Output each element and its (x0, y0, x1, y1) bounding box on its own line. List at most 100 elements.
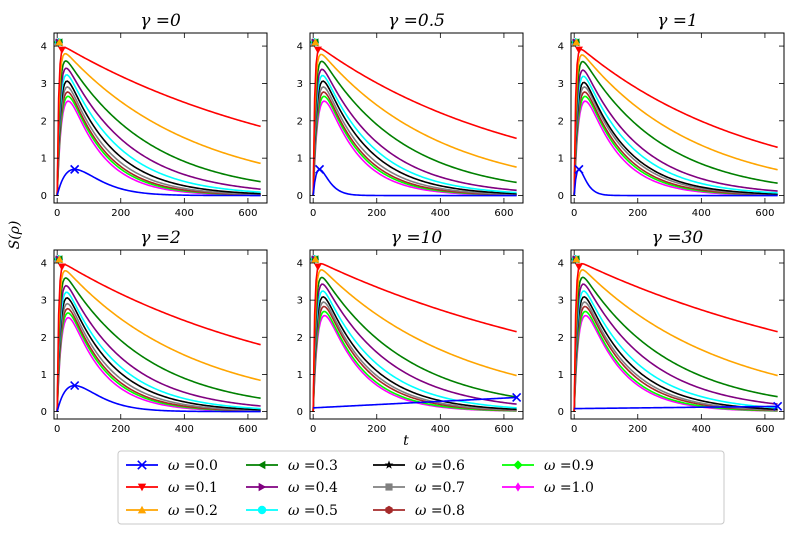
x-tick-label: 600 (238, 424, 257, 435)
series-line-omega-0.1 (56, 263, 261, 412)
x-tick-label: 400 (431, 424, 450, 435)
series-line-omega-0.2 (56, 52, 261, 196)
legend-item-omega-0.8: ω =0.8 (373, 503, 465, 519)
marker-omega-0.1 (574, 46, 583, 54)
series-line-omega-0.6 (312, 295, 517, 412)
series-line-omega-0.2 (312, 53, 517, 196)
axes-frame (53, 249, 268, 420)
series-line-omega-0.1 (573, 48, 778, 196)
subplot-gamma-30: γ =30 0 200 400 600 0 1 2 3 4 (558, 228, 785, 435)
series-line-omega-0.8 (56, 91, 261, 196)
legend-item-omega-0.9: ω =0.9 (502, 458, 594, 474)
axes-frame (309, 32, 524, 204)
legend-item-omega-0.0: ω =0.0 (126, 458, 218, 474)
y-tick-label: 2 (41, 333, 47, 344)
y-tick-label: 1 (41, 370, 47, 381)
series-line-omega-0.0 (313, 396, 517, 409)
legend-item-omega-0.1: ω =0.1 (126, 480, 218, 496)
y-tick-label: 0 (297, 407, 303, 418)
series-line-omega-0.3 (573, 276, 778, 412)
series-line-omega-0.6 (56, 297, 261, 412)
marker-omega-0.2 (55, 255, 64, 263)
subplot-title: γ =1 (657, 11, 698, 31)
series-line-omega-0.4 (56, 284, 261, 412)
x-tick-label: 0 (54, 424, 60, 435)
legend-label: ω =0.4 (288, 480, 338, 496)
y-tick-label: 3 (41, 296, 47, 307)
y-tick-label: 4 (41, 259, 47, 270)
marker-omega-0.1 (57, 46, 66, 54)
series-line-omega-0.4 (56, 67, 261, 196)
series-line-omega-0.2 (312, 269, 517, 412)
x-tick-label: 600 (238, 208, 257, 219)
marker-omega-0.0 (574, 164, 584, 174)
series-line-omega-0.7 (573, 301, 778, 412)
series-line-omega-0.8 (312, 91, 517, 196)
subplot-title: γ =30 (652, 228, 704, 248)
series-line-omega-0.1 (312, 47, 517, 196)
legend-marker (385, 505, 393, 515)
subplot-title: γ =0 (140, 11, 181, 31)
legend-label: ω =0.8 (415, 503, 465, 519)
x-tick-label: 400 (692, 424, 711, 435)
marker-omega-0.1 (574, 263, 583, 271)
series-line-omega-0.0 (312, 168, 517, 197)
series-line-omega-0.5 (573, 75, 778, 196)
series-line-omega-0.9 (56, 95, 261, 196)
marker-omega-0.2 (572, 38, 581, 46)
y-tick-label: 0 (297, 191, 303, 202)
y-tick-label: 3 (558, 79, 564, 90)
x-tick-label: 0 (310, 424, 316, 435)
legend-label: ω =1.0 (544, 480, 594, 496)
series-line-omega-0.7 (312, 86, 517, 196)
x-tick-label: 600 (755, 424, 774, 435)
marker-omega-0.1 (313, 263, 322, 271)
marker-omega-0.2 (572, 255, 581, 263)
series-line-omega-0.1 (573, 262, 778, 412)
series-line-omega-0.3 (312, 60, 517, 196)
series-line-omega-0.2 (573, 269, 778, 412)
series-line-omega-0.1 (56, 46, 261, 196)
legend: ω =0.0 ω =0.1 ω =0.2 ω =0.3 ω =0.4 ω =0.5 ω =0… (117, 450, 725, 525)
series-line-omega-0.5 (56, 74, 261, 196)
legend-marker (385, 483, 393, 491)
legend-marker (137, 460, 147, 470)
y-tick-label: 2 (297, 116, 303, 127)
legend-marker (515, 482, 521, 492)
series-line-omega-0.5 (312, 290, 517, 412)
axes-frame (53, 32, 268, 204)
marker-omega-0.0 (512, 392, 522, 403)
x-tick-label: 600 (494, 424, 513, 435)
marker-omega-0.2 (311, 255, 320, 263)
y-tick-label: 0 (558, 407, 564, 418)
marker-omega-0.2 (55, 38, 64, 46)
legend-marker (513, 460, 523, 470)
x-tick-label: 400 (431, 208, 450, 219)
x-tick-label: 400 (175, 208, 194, 219)
x-tick-label: 600 (494, 208, 513, 219)
marker-omega-0.0 (314, 164, 325, 174)
plot-area (310, 37, 517, 197)
legend-label: ω =0.5 (288, 503, 338, 519)
series-line-omega-0.0 (574, 405, 778, 410)
y-tick-label: 3 (297, 296, 303, 307)
plot-area (571, 254, 783, 412)
x-tick-label: 0 (310, 208, 316, 219)
y-tick-label: 1 (558, 154, 564, 165)
y-tick-label: 2 (558, 333, 564, 344)
legend-label: ω =0.3 (288, 458, 338, 474)
x-tick-label: 0 (571, 424, 577, 435)
y-tick-label: 2 (558, 116, 564, 127)
subplot-title: γ =0.5 (388, 11, 445, 31)
series-line-omega-0.3 (56, 277, 261, 412)
series-line-omega-0.3 (573, 60, 778, 196)
series-line-omega-0.7 (312, 301, 517, 412)
legend-marker (257, 460, 266, 470)
legend-marker (384, 460, 394, 469)
legend-item-omega-0.3: ω =0.3 (246, 458, 338, 474)
y-tick-label: 2 (41, 116, 47, 127)
series-line-omega-0.5 (56, 291, 261, 412)
series-line-omega-0.4 (573, 283, 778, 412)
x-tick-label: 400 (175, 424, 194, 435)
series-line-omega-0.1 (312, 262, 517, 412)
